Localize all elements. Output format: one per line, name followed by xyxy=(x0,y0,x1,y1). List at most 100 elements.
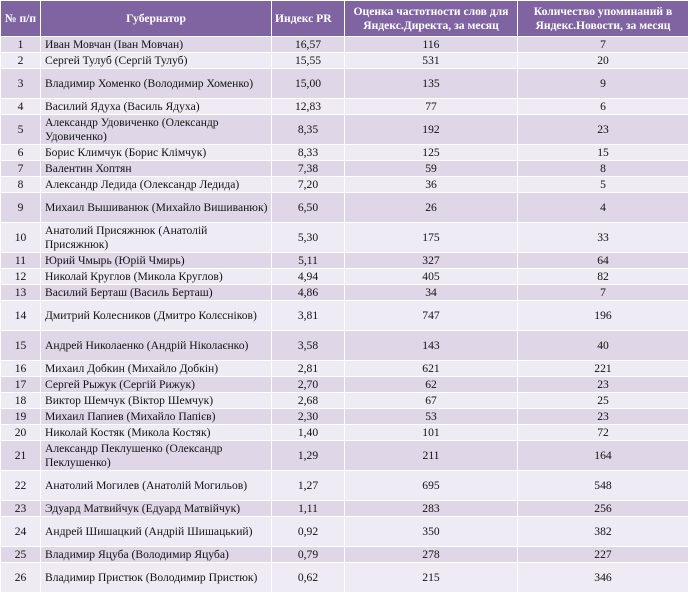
pr-index: 2,70 xyxy=(271,376,345,393)
pr-index: 0,79 xyxy=(271,546,345,563)
table-row: 11 Юрий Чмырь (Юрій Чмирь) 5,11 327 64 xyxy=(0,252,688,269)
header-news-mentions: Количество упоминаний в Яндекс.Новости, … xyxy=(517,0,688,37)
news-mentions-value: 5 xyxy=(517,176,688,193)
row-number: 21 xyxy=(0,440,41,471)
row-number: 12 xyxy=(0,268,41,285)
news-mentions-value: 227 xyxy=(517,546,688,563)
news-mentions-value: 15 xyxy=(517,144,688,161)
table-body: 1 Иван Мовчан (Іван Мовчан) 16,57 116 7 2 Серг… xyxy=(0,36,688,593)
table-row: 2 Сергей Тулуб (Сергій Тулуб) 15,55 531 20 xyxy=(0,52,688,69)
table-row: 26 Владимир Пристюк (Володимир Пристюк) 0,… xyxy=(0,562,688,593)
frequency-value: 283 xyxy=(344,500,518,517)
pr-index: 0,62 xyxy=(271,562,345,593)
row-number: 18 xyxy=(0,392,41,409)
frequency-value: 26 xyxy=(344,192,518,223)
row-number: 19 xyxy=(0,408,41,425)
governor-name: Дмитрий Колесников (Дмитро Колєсніков) xyxy=(40,300,272,331)
row-number: 4 xyxy=(0,98,41,115)
frequency-value: 192 xyxy=(344,114,518,145)
frequency-value: 67 xyxy=(344,392,518,409)
table-row: 24 Андрей Шишацкий (Андрій Шишацький) 0,92… xyxy=(0,516,688,547)
row-number: 26 xyxy=(0,562,41,593)
row-number: 25 xyxy=(0,546,41,563)
governor-name: Михаил Добкин (Михайло Добкін) xyxy=(40,360,272,377)
governor-name: Владимир Хоменко (Володимир Хоменко) xyxy=(40,68,272,99)
pr-index: 4,94 xyxy=(271,268,345,285)
table-row: 14 Дмитрий Колесников (Дмитро Колєсніков)… xyxy=(0,300,688,331)
table-row: 17 Сергей Рыжук (Сергій Рижук) 2,70 62 23 xyxy=(0,376,688,393)
table-row: 12 Николай Круглов (Микола Круглов) 4,94 40… xyxy=(0,268,688,285)
news-mentions-value: 196 xyxy=(517,300,688,331)
frequency-value: 531 xyxy=(344,52,518,69)
governor-name: Михаил Папиев (Михайло Папієв) xyxy=(40,408,272,425)
pr-index: 16,57 xyxy=(271,36,345,53)
pr-index: 3,58 xyxy=(271,330,345,361)
governor-name: Николай Круглов (Микола Круглов) xyxy=(40,268,272,285)
news-mentions-value: 382 xyxy=(517,516,688,547)
pr-index: 5,30 xyxy=(271,222,345,253)
frequency-value: 36 xyxy=(344,176,518,193)
pr-index: 2,30 xyxy=(271,408,345,425)
news-mentions-value: 548 xyxy=(517,470,688,501)
pr-index: 1,29 xyxy=(271,440,345,471)
news-mentions-value: 20 xyxy=(517,52,688,69)
table-row: 5 Александр Удовиченко (Олександр Удовиче… xyxy=(0,114,688,145)
frequency-value: 327 xyxy=(344,252,518,269)
governor-name: Иван Мовчан (Іван Мовчан) xyxy=(40,36,272,53)
news-mentions-value: 23 xyxy=(517,376,688,393)
governor-name: Юрий Чмырь (Юрій Чмирь) xyxy=(40,252,272,269)
news-mentions-value: 7 xyxy=(517,36,688,53)
row-number: 15 xyxy=(0,330,41,361)
table-row: 1 Иван Мовчан (Іван Мовчан) 16,57 116 7 xyxy=(0,36,688,53)
frequency-value: 350 xyxy=(344,516,518,547)
pr-index: 2,68 xyxy=(271,392,345,409)
news-mentions-value: 23 xyxy=(517,114,688,145)
frequency-value: 621 xyxy=(344,360,518,377)
frequency-value: 215 xyxy=(344,562,518,593)
governor-name: Владимир Пристюк (Володимир Пристюк) xyxy=(40,562,272,593)
table-row: 9 Михаил Вышиванюк (Михайло Вишиванюк) 6,5… xyxy=(0,192,688,223)
header-row: № п/п Губернатор Индекс PR Оценка частот… xyxy=(0,0,688,37)
frequency-value: 405 xyxy=(344,268,518,285)
news-mentions-value: 8 xyxy=(517,160,688,177)
governor-name: Александр Пеклушенко (Олександр Пеклушен… xyxy=(40,440,272,471)
pr-index: 8,33 xyxy=(271,144,345,161)
governor-name: Василий Берташ (Василь Берташ) xyxy=(40,284,272,301)
news-mentions-value: 346 xyxy=(517,562,688,593)
frequency-value: 62 xyxy=(344,376,518,393)
frequency-value: 77 xyxy=(344,98,518,115)
row-number: 14 xyxy=(0,300,41,331)
governor-name: Михаил Вышиванюк (Михайло Вишиванюк) xyxy=(40,192,272,223)
table-row: 22 Анатолий Могилев (Анатолій Могильов) 1,… xyxy=(0,470,688,501)
row-number: 10 xyxy=(0,222,41,253)
frequency-value: 175 xyxy=(344,222,518,253)
frequency-value: 135 xyxy=(344,68,518,99)
pr-index: 7,38 xyxy=(271,160,345,177)
governor-name: Андрей Николаенко (Андрій Ніколаєнко) xyxy=(40,330,272,361)
frequency-value: 59 xyxy=(344,160,518,177)
pr-index: 8,35 xyxy=(271,114,345,145)
table-row: 7 Валентин Хоптян 7,38 59 8 xyxy=(0,160,688,177)
table-row: 19 Михаил Папиев (Михайло Папієв) 2,30 53 23 xyxy=(0,408,688,425)
row-number: 16 xyxy=(0,360,41,377)
pr-index: 1,40 xyxy=(271,424,345,441)
header-num: № п/п xyxy=(0,0,41,37)
row-number: 6 xyxy=(0,144,41,161)
row-number: 1 xyxy=(0,36,41,53)
frequency-value: 747 xyxy=(344,300,518,331)
pr-index: 2,81 xyxy=(271,360,345,377)
governor-name: Сергей Тулуб (Сергій Тулуб) xyxy=(40,52,272,69)
table-row: 10 Анатолий Присяжнюк (Анатолій Присяжнюк… xyxy=(0,222,688,253)
pr-index: 1,27 xyxy=(271,470,345,501)
governor-name: Александр Удовиченко (Олександр Удовичен… xyxy=(40,114,272,145)
pr-index: 15,55 xyxy=(271,52,345,69)
governor-name: Андрей Шишацкий (Андрій Шишацький) xyxy=(40,516,272,547)
frequency-value: 695 xyxy=(344,470,518,501)
frequency-value: 34 xyxy=(344,284,518,301)
table-row: 3 Владимир Хоменко (Володимир Хоменко) 15,… xyxy=(0,68,688,99)
governor-name: Анатолий Могилев (Анатолій Могильов) xyxy=(40,470,272,501)
news-mentions-value: 23 xyxy=(517,408,688,425)
table-row: 6 Борис Климчук (Борис Клімчук) 8,33 125 15 xyxy=(0,144,688,161)
governor-name: Виктор Шемчук (Віктор Шемчук) xyxy=(40,392,272,409)
